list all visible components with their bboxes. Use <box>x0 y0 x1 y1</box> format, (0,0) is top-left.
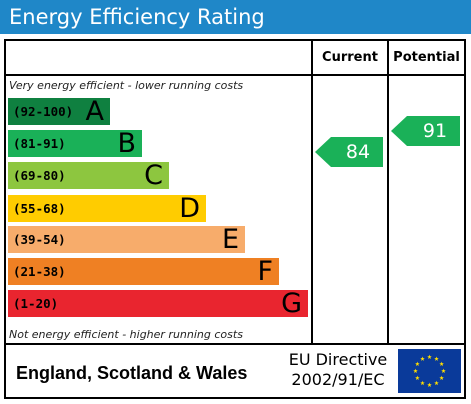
column-divider-current <box>311 39 313 345</box>
star-icon <box>420 356 425 361</box>
band-g: (1-20) G <box>8 288 308 319</box>
star-icon <box>434 356 439 361</box>
eu-directive-line1: EU Directive <box>288 350 388 369</box>
band-d: (55-68) D <box>8 193 206 224</box>
band-range: (21-38) <box>13 264 66 279</box>
star-icon <box>420 380 425 386</box>
band-c: (69-80) C <box>8 160 169 191</box>
rating-table <box>4 39 466 345</box>
eu-directive-line2: 2002/91/EC <box>291 370 385 389</box>
band-letter: A <box>85 96 104 127</box>
arrow-shape <box>315 137 383 167</box>
bottom-note: Not energy efficient - higher running co… <box>9 328 243 341</box>
eu-flag-icon <box>398 349 461 393</box>
band-range: (81-91) <box>13 136 66 151</box>
star-icon <box>415 375 420 380</box>
star-icon <box>427 354 432 359</box>
band-letter: E <box>221 224 239 255</box>
potential-rating-arrow: 91 <box>391 116 460 146</box>
current-rating-value: 84 <box>345 141 371 163</box>
chart-title: Energy Efficiency Rating <box>0 0 471 34</box>
top-note: Very energy efficient - lower running co… <box>9 79 244 92</box>
band-range: (39-54) <box>13 232 66 247</box>
column-divider-potential <box>387 39 389 345</box>
arrow-shape <box>391 116 460 146</box>
band-e: (39-54) E <box>8 224 245 255</box>
footer-region: England, Scotland & Wales <box>16 363 248 383</box>
current-column-header: Current <box>322 50 378 65</box>
star-icon <box>439 361 444 366</box>
potential-rating-value: 91 <box>422 120 448 142</box>
band-range: (1-20) <box>13 296 59 311</box>
star-icon <box>427 382 432 387</box>
band-b: (81-91) B <box>8 128 142 159</box>
band-range: (92-100) <box>13 104 74 119</box>
potential-column-header: Potential <box>393 50 460 65</box>
band-letter: D <box>179 193 200 224</box>
band-f: (21-38) F <box>8 256 279 287</box>
star-icon <box>441 368 446 373</box>
band-range: (69-80) <box>13 168 66 183</box>
star-icon <box>439 375 444 380</box>
star-icon <box>415 361 420 366</box>
current-rating-arrow: 84 <box>315 137 383 167</box>
band-a: (92-100) A <box>8 96 110 127</box>
band-range: (55-68) <box>13 201 66 216</box>
band-letter: C <box>144 160 163 191</box>
star-icon <box>413 368 418 373</box>
footer <box>4 345 466 399</box>
header-divider <box>4 74 466 76</box>
star-icon <box>434 380 439 386</box>
band-letter: B <box>117 128 136 159</box>
eu-directive: EU Directive 2002/91/EC <box>282 350 394 390</box>
band-letter: G <box>281 288 302 319</box>
band-letter: F <box>257 256 273 287</box>
